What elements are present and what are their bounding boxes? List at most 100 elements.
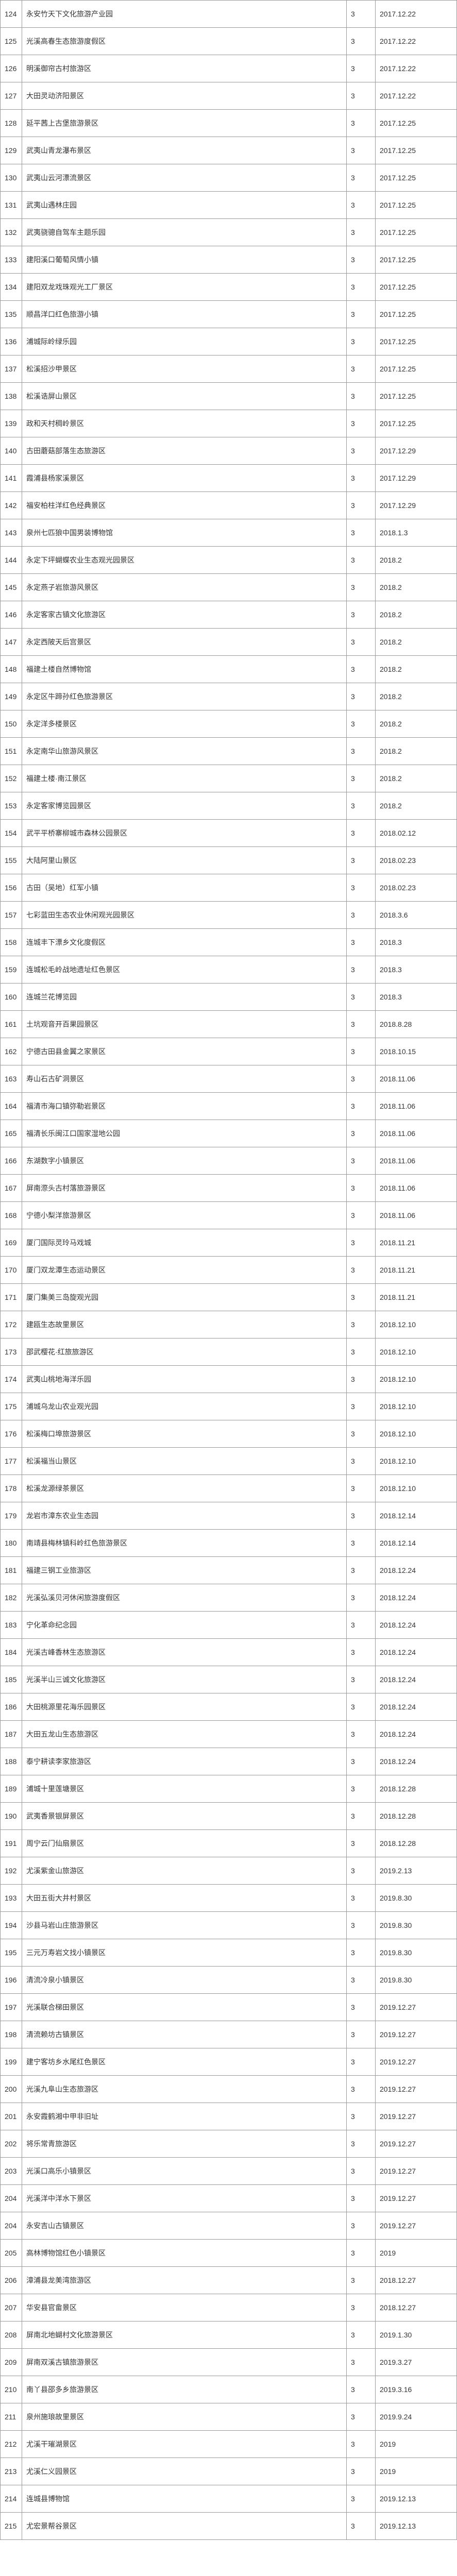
level-cell: 3 <box>347 1775 376 1803</box>
level-cell: 3 <box>347 2513 376 2540</box>
table-row: 155大陆阿里山景区32018.02.23 <box>1 847 457 874</box>
name-cell: 福建三钢工业旅游区 <box>22 1557 347 1584</box>
name-cell: 大田桃源里花海乐园景区 <box>22 1693 347 1721</box>
index-cell: 208 <box>1 2321 22 2349</box>
level-cell: 3 <box>347 519 376 547</box>
name-cell: 厦门集美三岛旋观光园 <box>22 1284 347 1311</box>
table-row: 127大田灵动济阳景区32017.12.22 <box>1 82 457 110</box>
level-cell: 3 <box>347 410 376 437</box>
level-cell: 3 <box>347 28 376 55</box>
date-cell: 2019.12.13 <box>376 2485 457 2513</box>
date-cell: 2019.12.13 <box>376 2513 457 2540</box>
index-cell: 160 <box>1 984 22 1011</box>
table-row: 215尤宏景帮谷景区32019.12.13 <box>1 2513 457 2540</box>
date-cell: 2018.02.23 <box>376 874 457 902</box>
table-row: 130武夷山云河漂流景区32017.12.25 <box>1 164 457 192</box>
index-cell: 178 <box>1 1475 22 1502</box>
level-cell: 3 <box>347 1147 376 1175</box>
index-cell: 172 <box>1 1311 22 1338</box>
level-cell: 3 <box>347 1557 376 1584</box>
name-cell: 武夷山遇林庄园 <box>22 192 347 219</box>
level-cell: 3 <box>347 1939 376 1967</box>
index-cell: 168 <box>1 1202 22 1229</box>
date-cell: 2019.12.27 <box>376 2185 457 2212</box>
name-cell: 三元万寿岩文找小镇景区 <box>22 1939 347 1967</box>
level-cell: 3 <box>347 328 376 355</box>
name-cell: 建宁客坊乡水尾红色景区 <box>22 2048 347 2076</box>
level-cell: 3 <box>347 1229 376 1257</box>
date-cell: 2019.8.30 <box>376 1885 457 1912</box>
date-cell: 2018.12.24 <box>376 1693 457 1721</box>
table-row: 147永定西陂天后宫景区32018.2 <box>1 629 457 656</box>
date-cell: 2018.2 <box>376 792 457 820</box>
table-row: 166东湖数字小镇景区32018.11.06 <box>1 1147 457 1175</box>
name-cell: 寿山石古矿洞景区 <box>22 1065 347 1093</box>
table-row: 192尤溪紫金山旅游区32019.2.13 <box>1 1857 457 1885</box>
date-cell: 2019.12.27 <box>376 2076 457 2103</box>
index-cell: 213 <box>1 2458 22 2485</box>
name-cell: 松溪诰屏山景区 <box>22 383 347 410</box>
name-cell: 漳浦县龙美湾旅游区 <box>22 2267 347 2294</box>
name-cell: 宁德古田县金翼之家景区 <box>22 1038 347 1065</box>
level-cell: 3 <box>347 1666 376 1693</box>
index-cell: 205 <box>1 2240 22 2267</box>
table-row: 179龙岩市漳东农业生态园32018.12.14 <box>1 1502 457 1530</box>
date-cell: 2017.12.29 <box>376 465 457 492</box>
name-cell: 尤溪干璀湖景区 <box>22 2431 347 2458</box>
table-row: 183宁化革命纪念园32018.12.24 <box>1 1612 457 1639</box>
index-cell: 129 <box>1 137 22 164</box>
table-row: 132武夷骁骢自驾车主题乐园32017.12.25 <box>1 219 457 246</box>
level-cell: 3 <box>347 2185 376 2212</box>
name-cell: 永定西陂天后宫景区 <box>22 629 347 656</box>
table-row: 210南丫县邵多乡旅游景区32019.3.16 <box>1 2376 457 2403</box>
table-row: 184光溪古峰香林生态旅游区32018.12.24 <box>1 1639 457 1666</box>
name-cell: 永定洋多楼景区 <box>22 710 347 738</box>
table-row: 158连城丰下漂乡文化度假区32018.3 <box>1 929 457 956</box>
index-cell: 148 <box>1 656 22 683</box>
name-cell: 将乐常青旅游区 <box>22 2130 347 2158</box>
date-cell: 2018.12.10 <box>376 1338 457 1366</box>
index-cell: 202 <box>1 2130 22 2158</box>
table-row: 159连城松毛岭战地遗址红色景区32018.3 <box>1 956 457 984</box>
date-cell: 2017.12.25 <box>376 328 457 355</box>
level-cell: 3 <box>347 1530 376 1557</box>
table-row: 128延平茜上古堡旅游景区32017.12.25 <box>1 110 457 137</box>
date-cell: 2018.12.14 <box>376 1502 457 1530</box>
index-cell: 191 <box>1 1830 22 1857</box>
level-cell: 3 <box>347 738 376 765</box>
level-cell: 3 <box>347 1748 376 1775</box>
level-cell: 3 <box>347 355 376 383</box>
index-cell: 197 <box>1 1994 22 2021</box>
table-row: 177松溪福当山景区32018.12.10 <box>1 1448 457 1475</box>
name-cell: 霞浦县杨家溪景区 <box>22 465 347 492</box>
name-cell: 光溪古峰香林生态旅游区 <box>22 1639 347 1666</box>
table-row: 168宁德小梨洋旅游景区32018.11.06 <box>1 1202 457 1229</box>
name-cell: 屏南双溪古镇旅游景区 <box>22 2349 347 2376</box>
name-cell: 永定客家博览园景区 <box>22 792 347 820</box>
level-cell: 3 <box>347 574 376 601</box>
date-cell: 2017.12.22 <box>376 82 457 110</box>
index-cell: 204 <box>1 2185 22 2212</box>
table-row: 214连城县博物馆32019.12.13 <box>1 2485 457 2513</box>
level-cell: 3 <box>347 683 376 710</box>
name-cell: 浦城际岭绿乐园 <box>22 328 347 355</box>
index-cell: 130 <box>1 164 22 192</box>
level-cell: 3 <box>347 1475 376 1502</box>
table-row: 148福建土楼自然博物馆32018.2 <box>1 656 457 683</box>
index-cell: 190 <box>1 1803 22 1830</box>
index-cell: 144 <box>1 547 22 574</box>
table-row: 125光溪高春生态旅游度假区32017.12.22 <box>1 28 457 55</box>
index-cell: 154 <box>1 820 22 847</box>
date-cell: 2018.12.27 <box>376 2267 457 2294</box>
scenic-spots-table: 124永安竹天下文化旅游产业园32017.12.22125光溪高春生态旅游度假区… <box>0 0 457 2540</box>
date-cell: 2018.11.06 <box>376 1202 457 1229</box>
table-row: 207华安县官畲景区32018.12.27 <box>1 2294 457 2321</box>
name-cell: 屏南漈头古村落旅游景区 <box>22 1175 347 1202</box>
date-cell: 2018.11.06 <box>376 1120 457 1147</box>
name-cell: 永安吉山古镇景区 <box>22 2212 347 2240</box>
index-cell: 137 <box>1 355 22 383</box>
name-cell: 大田五龙山生态旅游区 <box>22 1721 347 1748</box>
date-cell: 2018.02.12 <box>376 820 457 847</box>
name-cell: 福建土楼自然博物馆 <box>22 656 347 683</box>
name-cell: 武夷香景银屏景区 <box>22 1803 347 1830</box>
